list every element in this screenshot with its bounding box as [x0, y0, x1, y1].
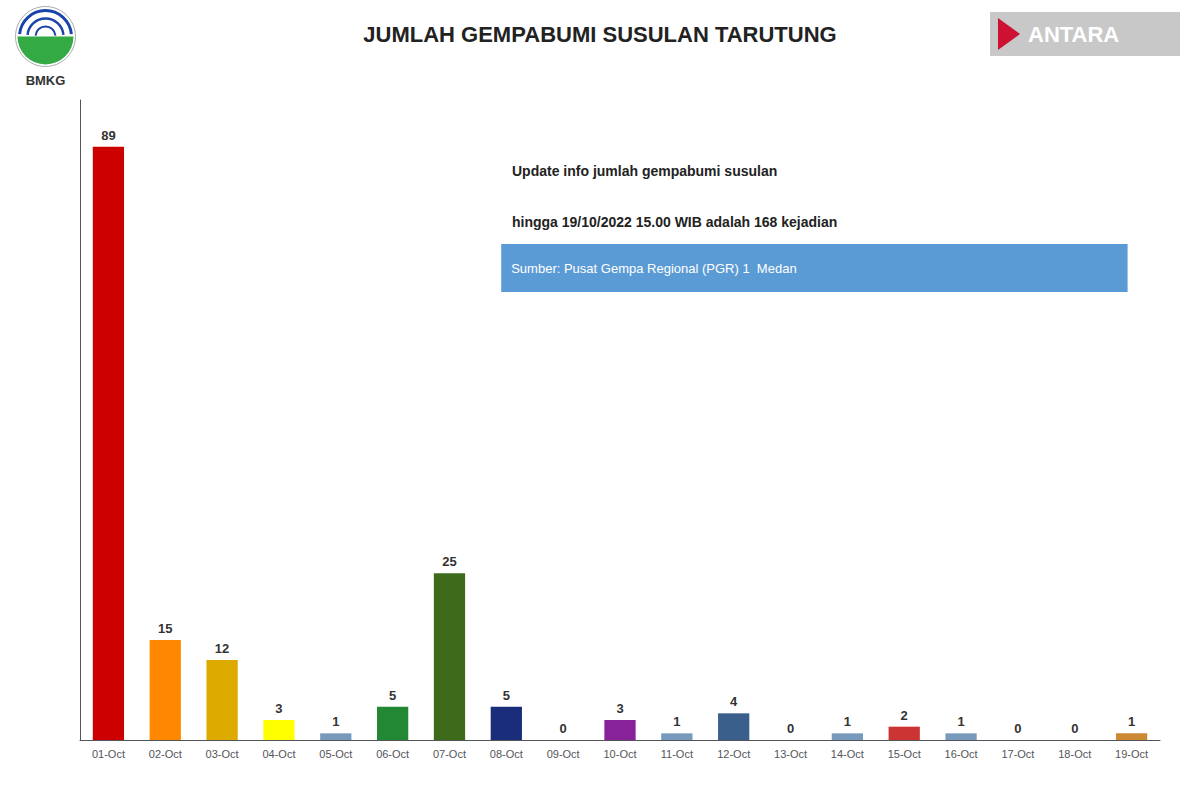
svg-text:17-Oct: 17-Oct	[1001, 748, 1034, 760]
svg-text:1: 1	[844, 714, 851, 729]
svg-text:3: 3	[616, 701, 623, 716]
svg-text:JUMLAH GEMPABUMI SUSULAN TARUT: JUMLAH GEMPABUMI SUSULAN TARUTUNG	[363, 22, 836, 47]
svg-text:Sumber: Pusat Gempa Regional (: Sumber: Pusat Gempa Regional (PGR) 1 Med…	[511, 261, 796, 276]
svg-text:15: 15	[158, 621, 172, 636]
svg-text:1: 1	[673, 714, 680, 729]
svg-text:19-Oct: 19-Oct	[1115, 748, 1148, 760]
svg-text:1: 1	[1128, 714, 1135, 729]
svg-text:14-Oct: 14-Oct	[831, 748, 864, 760]
svg-text:0: 0	[560, 721, 567, 736]
svg-text:12-Oct: 12-Oct	[717, 748, 750, 760]
svg-text:3: 3	[275, 701, 282, 716]
svg-text:0: 0	[1014, 721, 1021, 736]
svg-text:18-Oct: 18-Oct	[1058, 748, 1091, 760]
svg-text:03-Oct: 03-Oct	[206, 748, 239, 760]
svg-text:01-Oct: 01-Oct	[92, 748, 125, 760]
svg-text:02-Oct: 02-Oct	[149, 748, 182, 760]
svg-text:ANTARA: ANTARA	[1028, 22, 1119, 47]
svg-text:04-Oct: 04-Oct	[262, 748, 295, 760]
svg-text:hingga 19/10/2022 15.00 WIB ad: hingga 19/10/2022 15.00 WIB adalah 168 k…	[512, 214, 837, 230]
svg-text:5: 5	[389, 688, 396, 703]
svg-text:5: 5	[503, 688, 510, 703]
svg-text:2: 2	[901, 708, 908, 723]
svg-text:89: 89	[101, 128, 115, 143]
svg-text:05-Oct: 05-Oct	[319, 748, 352, 760]
svg-text:1: 1	[332, 714, 339, 729]
svg-text:15-Oct: 15-Oct	[888, 748, 921, 760]
svg-text:11-Oct: 11-Oct	[661, 748, 693, 760]
svg-text:13-Oct: 13-Oct	[774, 748, 807, 760]
svg-text:BMKG: BMKG	[26, 73, 66, 88]
svg-text:16-Oct: 16-Oct	[945, 748, 978, 760]
svg-text:06-Oct: 06-Oct	[376, 748, 409, 760]
svg-text:09-Oct: 09-Oct	[547, 748, 580, 760]
svg-text:0: 0	[1071, 721, 1078, 736]
svg-text:10-Oct: 10-Oct	[603, 748, 636, 760]
svg-text:08-Oct: 08-Oct	[490, 748, 523, 760]
svg-text:Update info jumlah gempabumi s: Update info jumlah gempabumi susulan	[512, 163, 777, 179]
svg-text:12: 12	[215, 641, 229, 656]
svg-text:4: 4	[730, 694, 738, 709]
svg-text:25: 25	[442, 554, 456, 569]
svg-text:1: 1	[957, 714, 964, 729]
svg-text:0: 0	[787, 721, 794, 736]
svg-text:07-Oct: 07-Oct	[433, 748, 466, 760]
